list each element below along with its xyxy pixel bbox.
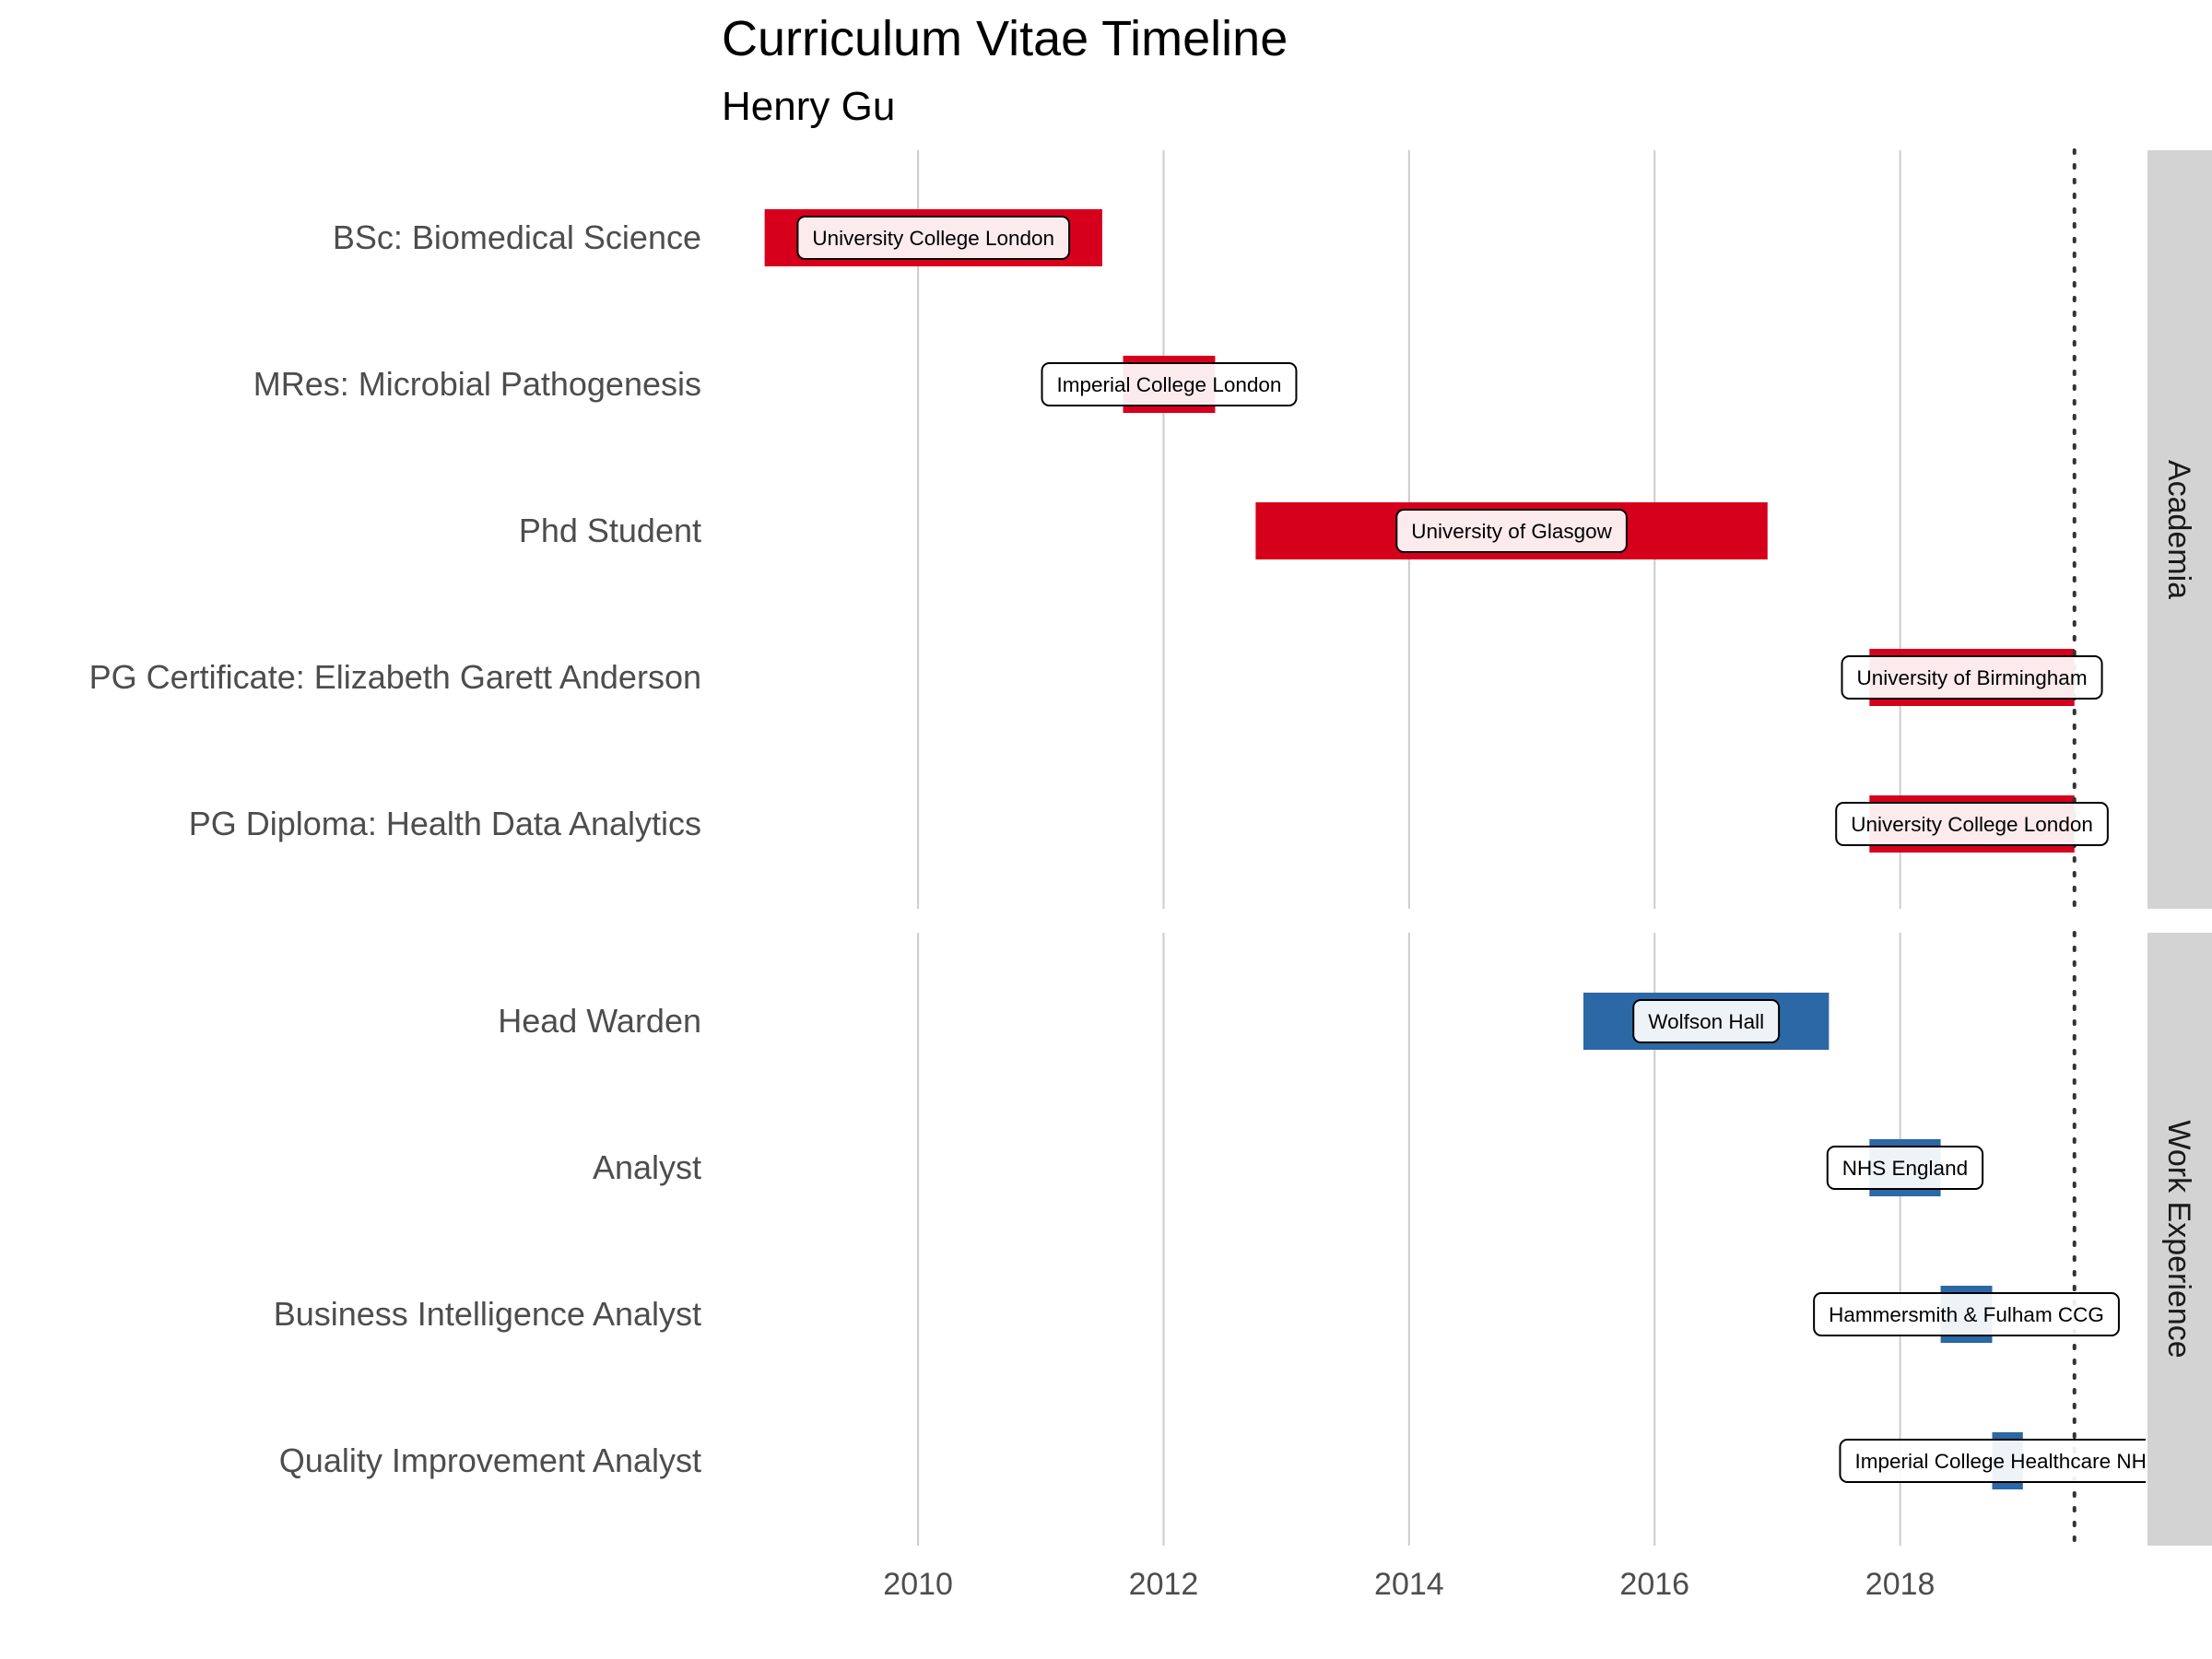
strip-academia: [2147, 150, 2212, 909]
org-label-text: Imperial College London: [1057, 373, 1282, 396]
role-labels: BSc: Biomedical Science MRes: Microbial P…: [89, 218, 701, 1479]
x-tick-2016: 2016: [1619, 1567, 1689, 1602]
strip-label-academia: Academia: [2161, 460, 2196, 599]
org-label-hammersmith-fulham-ccg: Hammersmith & Fulham CCG: [1813, 1292, 2120, 1336]
strip-work-experience: [2147, 933, 2212, 1546]
org-label-imperial-college-healthcare-nhs: Imperial College Healthcare NHS: [1839, 1439, 2159, 1483]
org-label-university-of-glasgow: University of Glasgow: [1395, 509, 1628, 553]
role-label-bsc-biomedical-science: BSc: Biomedical Science: [333, 218, 701, 256]
org-label-university-of-birmingham: University of Birmingham: [1841, 655, 2103, 700]
role-label-quality-improvement-analyst: Quality Improvement Analyst: [279, 1441, 701, 1479]
org-label-text: University College London: [1851, 813, 2093, 836]
organisation-labels: University College London Imperial Colleg…: [796, 216, 2159, 1483]
role-label-analyst: Analyst: [593, 1148, 701, 1186]
org-label-university-college-london: University College London: [796, 216, 1071, 260]
org-label-text: NHS England: [1842, 1157, 1968, 1180]
org-label-text: University College London: [812, 227, 1054, 250]
role-label-business-intelligence-analyst: Business Intelligence Analyst: [274, 1295, 701, 1333]
chart-subtitle: Henry Gu: [722, 84, 895, 129]
org-label-text: University of Birmingham: [1856, 666, 2087, 689]
facet-strips: Academia Work Experience: [2147, 150, 2212, 1546]
org-label-text: Wolfson Hall: [1648, 1010, 1764, 1033]
chart-title: Curriculum Vitae Timeline: [722, 11, 1288, 66]
x-tick-2014: 2014: [1374, 1567, 1444, 1602]
org-label-nhs-england: NHS England: [1826, 1146, 1984, 1190]
org-label-imperial-college-london: Imperial College London: [1041, 362, 1298, 406]
org-label-text: University of Glasgow: [1411, 520, 1612, 543]
x-tick-2010: 2010: [883, 1567, 953, 1602]
x-tick-2012: 2012: [1129, 1567, 1199, 1602]
org-label-text: Hammersmith & Fulham CCG: [1829, 1303, 2104, 1326]
gridlines: [917, 150, 1901, 1546]
strip-label-work-experience: Work Experience: [2161, 1120, 2196, 1358]
x-tick-2018: 2018: [1865, 1567, 1936, 1602]
org-label-university-college-london: University College London: [1835, 802, 2109, 846]
role-label-pg-diploma-health-data-analytics: PG Diploma: Health Data Analytics: [189, 805, 701, 842]
role-label-head-warden: Head Warden: [498, 1002, 701, 1040]
org-label-text: Imperial College Healthcare NHS: [1854, 1450, 2159, 1473]
role-label-phd-student: Phd Student: [519, 512, 701, 549]
role-label-pg-certificate-elizabeth-garett-anderson: PG Certificate: Elizabeth Garett Anderso…: [89, 658, 701, 696]
x-axis-ticks: 2010 2012 2014 2016 2018: [883, 1567, 1935, 1602]
org-label-wolfson-hall: Wolfson Hall: [1632, 999, 1781, 1043]
role-label-mres-microbial-pathogenesis: MRes: Microbial Pathogenesis: [253, 365, 701, 403]
